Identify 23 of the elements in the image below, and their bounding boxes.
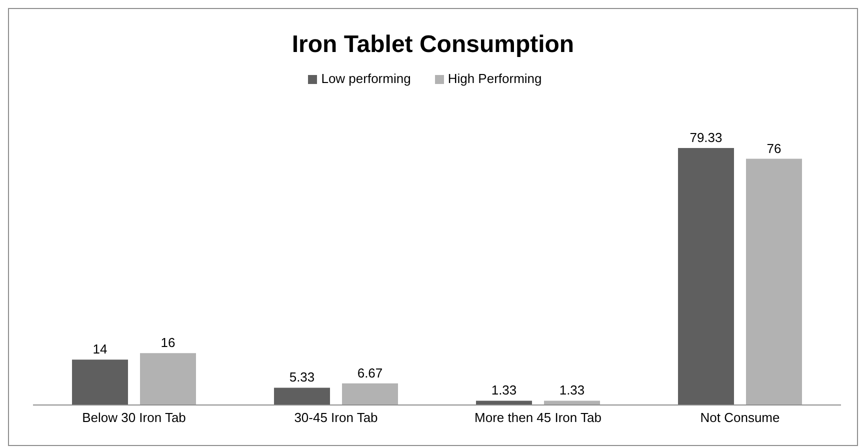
data-label: 6.67 [357, 365, 383, 380]
bar [72, 360, 128, 405]
x-tick-label: Below 30 Iron Tab [82, 410, 186, 426]
data-label: 1.33 [491, 382, 517, 398]
data-label: 14 [92, 342, 108, 357]
data-label: 79.33 [690, 130, 722, 145]
data-label: 5.33 [289, 370, 315, 385]
data-label: 16 [160, 335, 176, 350]
data-label: 1.33 [559, 382, 585, 398]
x-tick-label: Not Consume [700, 410, 780, 426]
bar [544, 400, 600, 405]
legend-label: Low performing [321, 71, 411, 86]
legend-label: High Performing [448, 71, 542, 86]
chart-title: Iron Tablet Consumption [290, 30, 576, 60]
bar [342, 383, 398, 405]
bar [274, 388, 330, 405]
x-tick-label: More then 45 Iron Tab [474, 410, 602, 426]
bar [140, 353, 196, 405]
bar [746, 158, 802, 405]
data-label: 76 [766, 140, 782, 156]
x-tick-label: 30-45 Iron Tab [294, 410, 378, 426]
bar [476, 400, 532, 405]
bar [678, 148, 734, 405]
